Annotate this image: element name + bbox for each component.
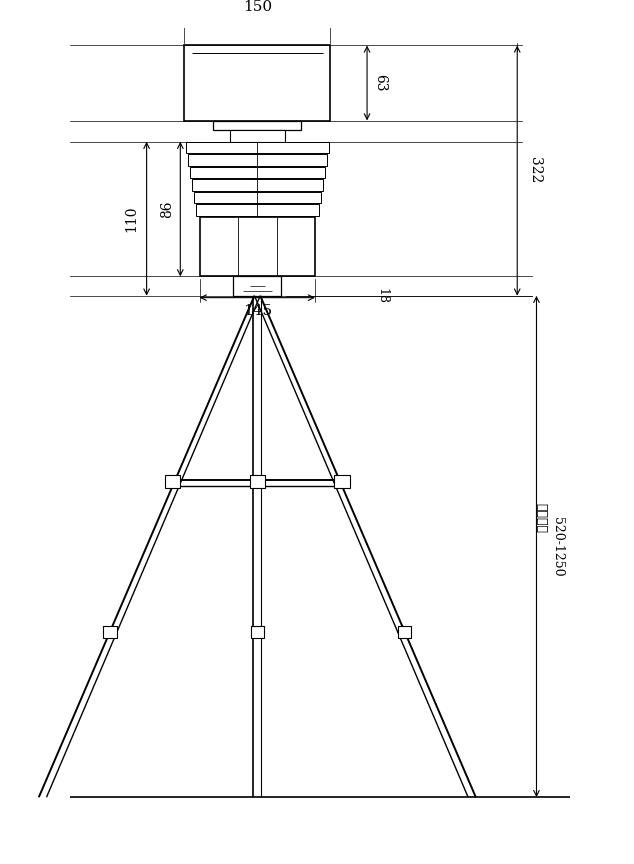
Bar	[230, 130, 285, 142]
Bar	[200, 217, 315, 276]
Bar	[250, 626, 264, 638]
Text: 伸缩范围: 伸缩范围	[535, 503, 548, 532]
Text: 520-1250: 520-1250	[551, 517, 564, 576]
Bar	[165, 474, 180, 488]
Bar	[188, 154, 327, 166]
Bar	[335, 474, 350, 488]
Text: 63: 63	[373, 74, 387, 92]
Text: 322: 322	[527, 157, 541, 184]
Bar	[196, 204, 319, 216]
Bar	[192, 179, 323, 191]
Bar	[186, 142, 328, 153]
Bar	[250, 474, 265, 488]
Bar	[103, 626, 117, 638]
Bar	[233, 276, 281, 295]
Text: 110: 110	[124, 206, 138, 232]
Bar	[194, 192, 321, 203]
Text: 18: 18	[375, 288, 388, 304]
Text: 145: 145	[243, 304, 272, 318]
Text: 86: 86	[160, 200, 174, 218]
Text: 150: 150	[243, 0, 272, 14]
Bar	[190, 167, 325, 178]
Bar	[184, 46, 330, 120]
Bar	[398, 626, 411, 638]
Bar	[214, 120, 301, 130]
